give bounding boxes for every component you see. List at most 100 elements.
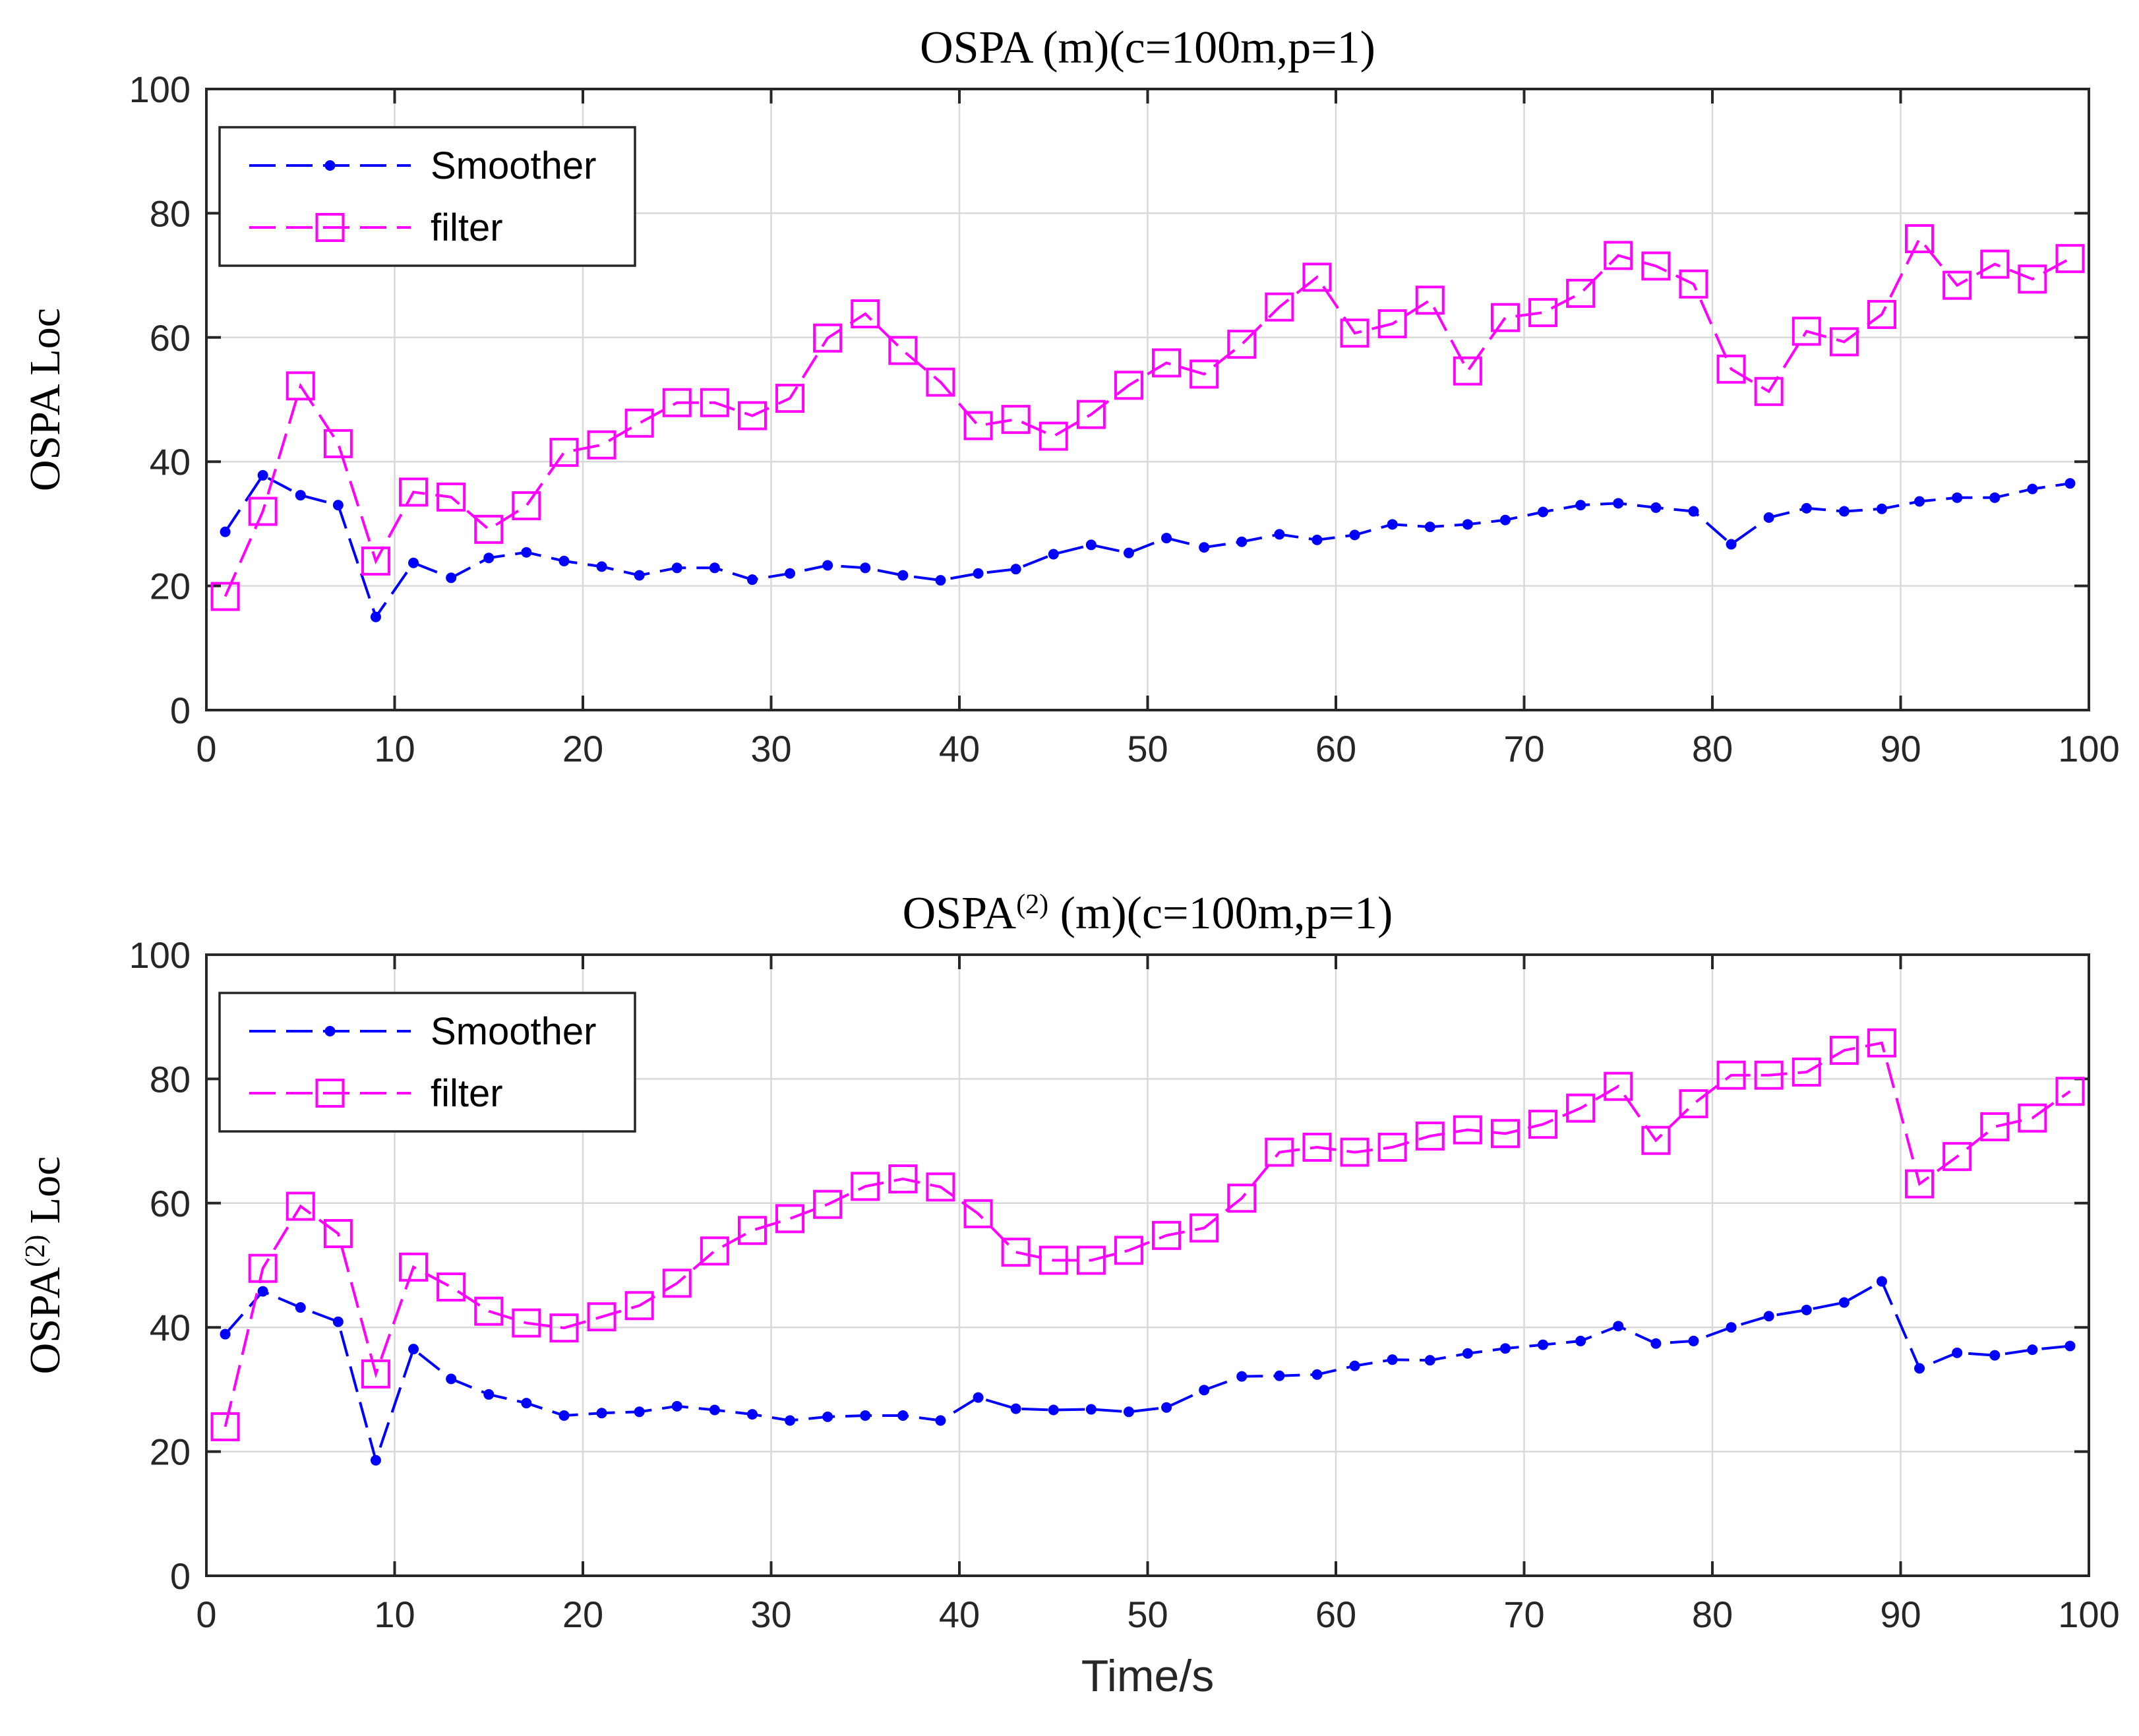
data-point-filter: [2055, 244, 2085, 274]
data-point-smoother: [1876, 503, 1887, 514]
data-point-filter: [1867, 1028, 1896, 1058]
chart-panel-2: 0 10 20 30 40 50 60 70 80 90 100020406080100OSPA(2…: [20, 888, 2120, 1701]
x-tick-label: 0: [196, 728, 216, 769]
data-point-smoother: [1499, 514, 1511, 525]
data-point-filter: [1716, 354, 1746, 384]
data-point-filter: [1641, 251, 1671, 281]
data-point-smoother: [1424, 522, 1435, 533]
x-tick-label: 100: [2058, 728, 2119, 769]
data-point-filter: [437, 1272, 466, 1302]
data-point-smoother: [785, 568, 796, 579]
data-point-smoother: [1274, 529, 1285, 540]
data-point-filter: [888, 1164, 918, 1194]
chart-title-rest: (m)(c=100m,p=1): [1048, 888, 1393, 939]
legend-label-smoother: Smoother: [431, 144, 596, 187]
data-point-smoother: [1311, 1369, 1323, 1380]
data-point-filter: [1340, 1137, 1370, 1167]
data-point-smoother: [1424, 1355, 1435, 1366]
y-axis-label-main: OSPA: [21, 384, 69, 491]
data-point-smoother: [1726, 1322, 1737, 1333]
data-point-smoother: [446, 572, 457, 584]
data-point-smoother: [1311, 534, 1323, 545]
data-point-smoother: [1387, 1354, 1398, 1365]
data-point-filter: [210, 582, 240, 611]
data-point-filter: [1377, 309, 1407, 339]
data-point-filter: [2018, 264, 2047, 294]
chart-title-superscript: (2): [1016, 889, 1048, 920]
data-point-smoother: [785, 1415, 796, 1426]
data-point-filter: [926, 367, 955, 397]
data-point-filter: [1190, 1213, 1219, 1243]
data-point-smoother: [2027, 1344, 2038, 1356]
data-point-smoother: [1538, 1339, 1549, 1350]
data-point-smoother: [897, 570, 909, 581]
y-axis-label-main: OSPA: [21, 1267, 69, 1374]
data-point-smoother: [1876, 1276, 1887, 1287]
data-point-smoother: [1914, 1363, 1925, 1374]
data-point-smoother: [634, 1406, 645, 1418]
series-line-smoother: [224, 1279, 2070, 1465]
data-point-filter: [1829, 327, 1859, 357]
data-point-smoother: [897, 1410, 909, 1421]
data-point-smoother: [1650, 502, 1662, 513]
data-point-smoother: [408, 557, 419, 568]
data-point-filter: [248, 1253, 278, 1283]
data-point-smoother: [1952, 492, 1963, 503]
data-point-filter: [700, 388, 729, 417]
data-point-smoother: [1274, 1370, 1285, 1381]
data-point-smoother: [935, 1415, 946, 1426]
data-point-smoother: [370, 1454, 381, 1466]
x-tick-label: 20: [562, 728, 603, 769]
data-point-filter: [1340, 318, 1370, 348]
y-tick-label: 100: [129, 69, 191, 110]
x-tick-label: 60: [1315, 1594, 1356, 1635]
data-point-smoother: [1688, 1335, 1699, 1346]
x-tick-label: 10: [374, 1594, 415, 1635]
data-point-filter: [1001, 1238, 1031, 1267]
data-point-filter: [1754, 1060, 1784, 1090]
data-point-filter: [1604, 1071, 1633, 1101]
legend-marker-smoother: [324, 160, 336, 171]
data-point-smoother: [295, 490, 306, 501]
x-tick-label: 0: [196, 1594, 216, 1635]
legend: Smoother filter: [218, 992, 636, 1133]
y-tick-label: 0: [170, 690, 191, 731]
data-point-filter: [1943, 1142, 1972, 1172]
data-point-smoother: [1575, 500, 1586, 511]
data-point-smoother: [596, 1408, 607, 1419]
data-point-filter: [700, 1236, 729, 1266]
data-point-smoother: [2064, 1340, 2076, 1352]
x-tick-label: 100: [2058, 1594, 2119, 1635]
data-point-filter: [286, 371, 315, 401]
legend-marker-filter: [315, 1079, 345, 1108]
data-point-filter: [1528, 298, 1558, 328]
x-tick-label: 10: [374, 728, 415, 769]
data-point-filter: [361, 1359, 390, 1389]
data-point-smoother: [1575, 1335, 1586, 1346]
y-tick-label: 60: [150, 317, 191, 359]
y-tick-label: 60: [150, 1183, 191, 1224]
data-point-smoother: [671, 562, 682, 574]
data-point-smoother: [446, 1373, 457, 1385]
y-tick-label: 80: [150, 1058, 191, 1100]
data-point-filter: [2018, 1103, 2047, 1133]
legend-label-filter: filter: [431, 1072, 503, 1115]
legend-marker-smoother: [324, 1026, 336, 1036]
x-tick-label: 60: [1315, 728, 1356, 769]
data-point-filter: [737, 1216, 767, 1245]
data-point-smoother: [596, 561, 607, 572]
data-point-smoother: [1048, 549, 1059, 560]
data-point-smoother: [1801, 1304, 1812, 1315]
data-point-smoother: [1989, 492, 2001, 503]
x-axis-label: Time/s: [1081, 1651, 1214, 1701]
data-point-filter: [1867, 299, 1896, 329]
x-tick-label: 20: [562, 1594, 603, 1635]
data-point-filter: [813, 323, 843, 353]
data-point-filter: [1302, 262, 1332, 292]
legend-label-smoother: Smoother: [431, 1010, 596, 1053]
data-point-filter: [1905, 224, 1935, 254]
data-point-smoother: [1838, 1297, 1850, 1308]
data-point-filter: [662, 388, 692, 417]
y-tick-label: 0: [170, 1555, 191, 1597]
